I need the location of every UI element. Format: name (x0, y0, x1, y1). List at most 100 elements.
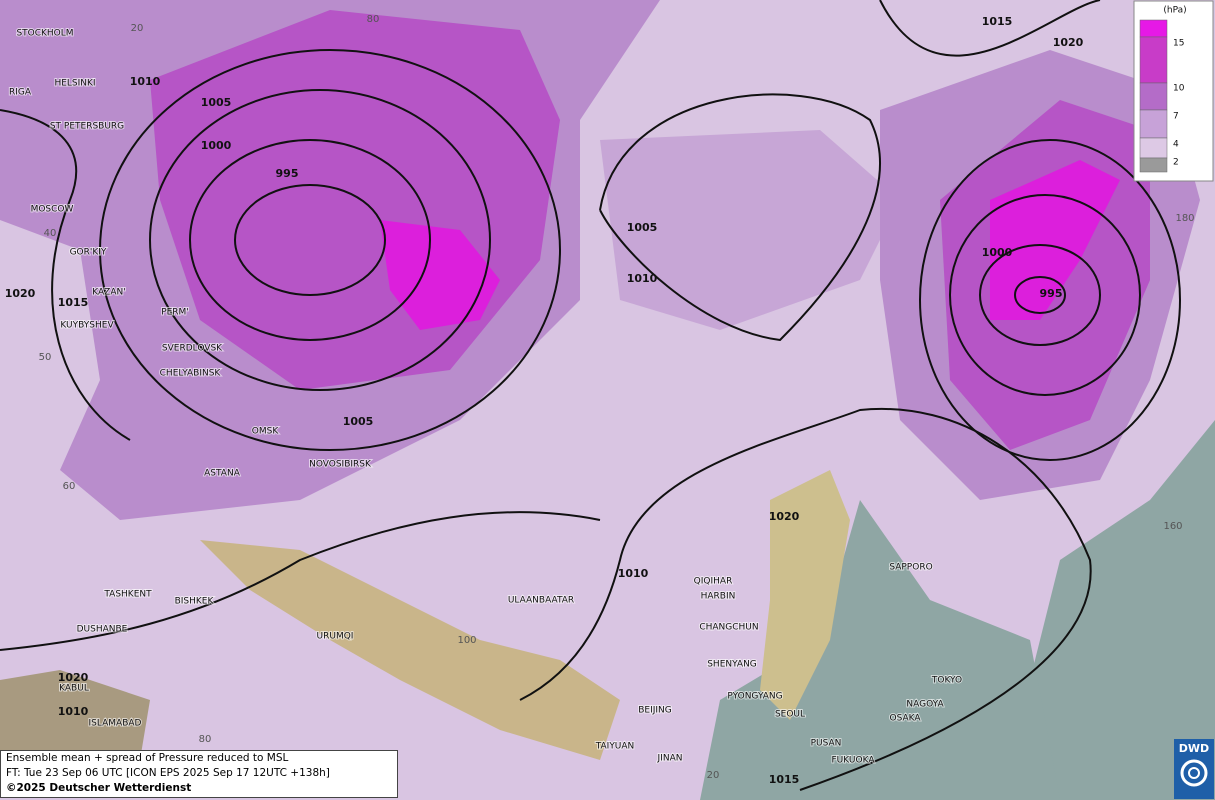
city-label: CHANGCHUN (699, 623, 758, 633)
isobar (99, 49, 561, 451)
isobar (519, 407, 1092, 791)
isobar-label: 995 (1040, 287, 1063, 300)
graticule-label: 100 (457, 635, 476, 646)
legend-swatch (1139, 19, 1168, 38)
isobar (879, 0, 1101, 57)
graticule-label: 40 (44, 228, 57, 239)
logo-swirl (1188, 767, 1200, 779)
isobar-label: 995 (276, 167, 299, 180)
caption-line: FT: Tue 23 Sep 06 UTC [ICON EPS 2025 Sep… (6, 767, 330, 779)
isobars (0, 0, 1181, 791)
isobar-label: 1020 (58, 671, 89, 684)
city-label: STOCKHOLM (16, 29, 73, 39)
legend-swatch (1139, 137, 1168, 159)
city-label: ISLAMABAD (89, 719, 142, 729)
isobar (149, 89, 491, 391)
isobar (0, 511, 601, 651)
isobar-label: 1010 (627, 272, 658, 285)
city-label: GOR'KIY (70, 248, 107, 258)
isobar-label: 1015 (58, 296, 89, 309)
city-label: TOKYO (931, 676, 962, 686)
caption-line: Ensemble mean + spread of Pressure reduc… (6, 752, 289, 764)
graticule-label: 160 (1163, 521, 1182, 532)
isobar-label: 1015 (982, 15, 1013, 28)
graticule-label: 20 (131, 23, 144, 34)
city-label: ST PETERSBURG (50, 122, 124, 132)
legend-label: 7 (1173, 112, 1179, 122)
ocean-spread (700, 500, 1060, 800)
legend-swatch (1139, 36, 1168, 84)
city-label: SAPPORO (889, 563, 932, 573)
isobar-label: 1005 (201, 96, 232, 109)
isobar (189, 139, 431, 341)
isobar (919, 139, 1181, 461)
isobar-label: 1010 (130, 75, 161, 88)
city-label: SEOUL (775, 710, 805, 720)
isobar (234, 184, 386, 296)
terrain (760, 470, 850, 720)
city-label: FUKUOKA (832, 756, 876, 766)
city-label: OMSK (252, 427, 280, 437)
city-label: OSAKA (889, 714, 921, 724)
city-label: KUYBYSHEV (60, 321, 114, 331)
isobar-label: 1005 (627, 221, 658, 234)
city-label: BISHKEK (175, 597, 215, 607)
spread-area (600, 130, 900, 330)
graticule-label: 80 (367, 14, 380, 25)
legend-swatch (1139, 109, 1168, 139)
isobar-label: 1015 (769, 773, 800, 786)
city-label: DUSHANBE (77, 625, 128, 635)
isobar-label: 1020 (1053, 36, 1084, 49)
graticule-label: 80 (199, 734, 212, 745)
isobar-label: 1010 (618, 567, 649, 580)
logo-icon (1180, 759, 1208, 787)
isobar (979, 244, 1101, 346)
isobar-label: 1000 (982, 246, 1013, 259)
isobar (0, 109, 131, 441)
caption-line: ©2025 Deutscher Wetterdienst (6, 782, 192, 794)
legend-label: 4 (1173, 140, 1179, 150)
logo-text: DWD (1178, 742, 1210, 755)
city-label: TASHKENT (103, 590, 152, 600)
isobar-label: 1000 (201, 139, 232, 152)
legend-label: 15 (1173, 39, 1184, 49)
legend-unit: (hPa) (1163, 6, 1186, 16)
city-label: NAGOYA (906, 700, 944, 710)
isobar-label: 1020 (769, 510, 800, 523)
legend-swatch (1139, 82, 1168, 111)
terrain (200, 540, 620, 760)
isobar (599, 93, 881, 342)
city-label: JINAN (657, 754, 683, 764)
isobar-label: 1010 (58, 705, 89, 718)
city-label: BEIJING (638, 706, 672, 716)
city-label: SHENYANG (707, 660, 757, 670)
city-label: KAZAN' (92, 288, 125, 298)
city-label: PYONGYANG (727, 692, 782, 702)
logo: DWD (1174, 739, 1214, 799)
legend-swatch (1139, 157, 1168, 173)
city-label: RIGA (9, 88, 32, 98)
city-label: ASTANA (204, 469, 241, 479)
legend-label: 10 (1173, 84, 1185, 94)
legend-label: 2 (1173, 158, 1179, 168)
ocean-spread (1000, 420, 1215, 800)
graticule-label: 180 (1175, 213, 1194, 224)
city-label: KABUL (59, 684, 89, 694)
isobar (949, 194, 1141, 396)
city-label: TAIYUAN (595, 742, 635, 752)
city-label: HARBIN (701, 592, 736, 602)
city-label: URUMQI (317, 632, 354, 642)
city-label: QIQIHAR (694, 577, 733, 587)
spread-max (990, 160, 1120, 320)
city-label: PERM' (161, 308, 189, 318)
isobar-label: 1005 (343, 415, 374, 428)
graticule-label: 50 (39, 352, 52, 363)
city-label: SVERDLOVSK (162, 344, 223, 354)
city-label: MOSCOW (31, 205, 74, 215)
caption: Ensemble mean + spread of Pressure reduc… (0, 750, 398, 798)
city-label: ULAANBAATAR (508, 596, 574, 606)
isobar-label: 1020 (5, 287, 36, 300)
city-label: NOVOSIBIRSK (309, 460, 372, 470)
